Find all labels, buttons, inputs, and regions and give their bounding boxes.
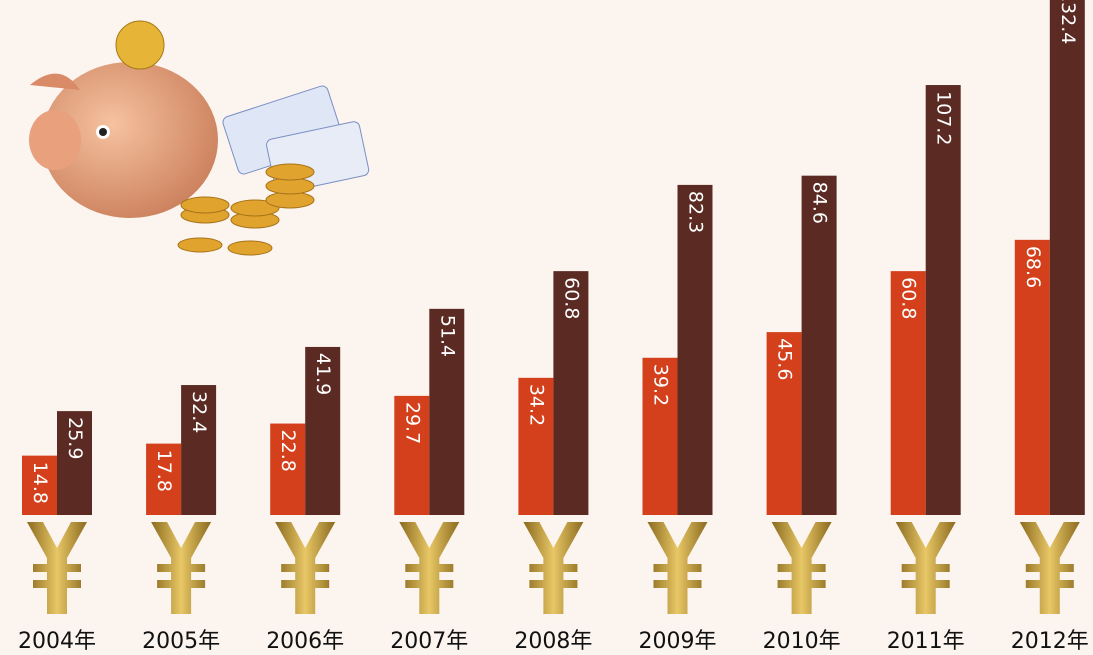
value-label: 51.4	[436, 315, 458, 357]
value-label: 39.2	[650, 364, 672, 406]
bar	[181, 385, 217, 515]
value-label: 17.8	[153, 450, 175, 492]
x-tick-label: 2012年	[1011, 629, 1089, 654]
x-tick-label: 2010年	[763, 629, 841, 654]
yen-symbol	[895, 522, 956, 614]
yen-symbol	[27, 522, 87, 614]
value-label: 34.2	[525, 384, 547, 426]
bar	[553, 271, 589, 515]
x-tick-label: 2009年	[639, 629, 717, 654]
bar	[270, 423, 306, 515]
bar	[925, 85, 961, 515]
yen-symbol	[1019, 522, 1080, 614]
value-label: 82.3	[685, 191, 707, 233]
x-tick-label: 2005年	[142, 629, 220, 654]
yen-symbol	[771, 522, 832, 614]
value-label: 60.8	[898, 277, 920, 319]
bar	[394, 395, 430, 515]
bar	[305, 346, 341, 515]
yen-symbol	[399, 522, 460, 614]
bar	[146, 443, 182, 515]
yen-symbol	[151, 522, 212, 614]
value-label: 29.7	[401, 402, 423, 444]
x-tick-label: 2007年	[390, 629, 468, 654]
bar	[1049, 0, 1085, 516]
yen-symbol	[275, 522, 336, 614]
bar	[677, 184, 713, 515]
bar	[766, 332, 802, 515]
value-label: 25.9	[64, 417, 86, 459]
bar	[801, 175, 837, 516]
x-tick-label: 2008年	[514, 629, 592, 654]
bar	[57, 411, 92, 515]
yen-symbol	[523, 522, 584, 614]
value-label: 22.8	[277, 430, 299, 472]
x-tick-label: 2004年	[18, 629, 96, 654]
value-label: 60.8	[560, 277, 582, 319]
value-label: 107.2	[933, 91, 955, 145]
piggy-bank-illustration	[29, 20, 370, 256]
yen-symbol	[647, 522, 708, 614]
x-tick-label: 2011年	[887, 629, 965, 654]
bar	[429, 308, 465, 515]
bar	[22, 455, 57, 515]
value-label: 14.8	[29, 462, 51, 504]
value-label: 32.4	[188, 391, 210, 433]
value-label: 41.9	[312, 353, 334, 395]
bar	[890, 271, 926, 515]
value-label: 84.6	[809, 182, 831, 224]
bar	[1014, 239, 1050, 515]
value-label: 132.4	[1057, 0, 1079, 44]
value-label: 45.6	[774, 338, 796, 380]
bar	[518, 377, 554, 515]
x-tick-label: 2006年	[266, 629, 344, 654]
value-label: 68.6	[1022, 246, 1044, 288]
bar	[642, 357, 678, 515]
